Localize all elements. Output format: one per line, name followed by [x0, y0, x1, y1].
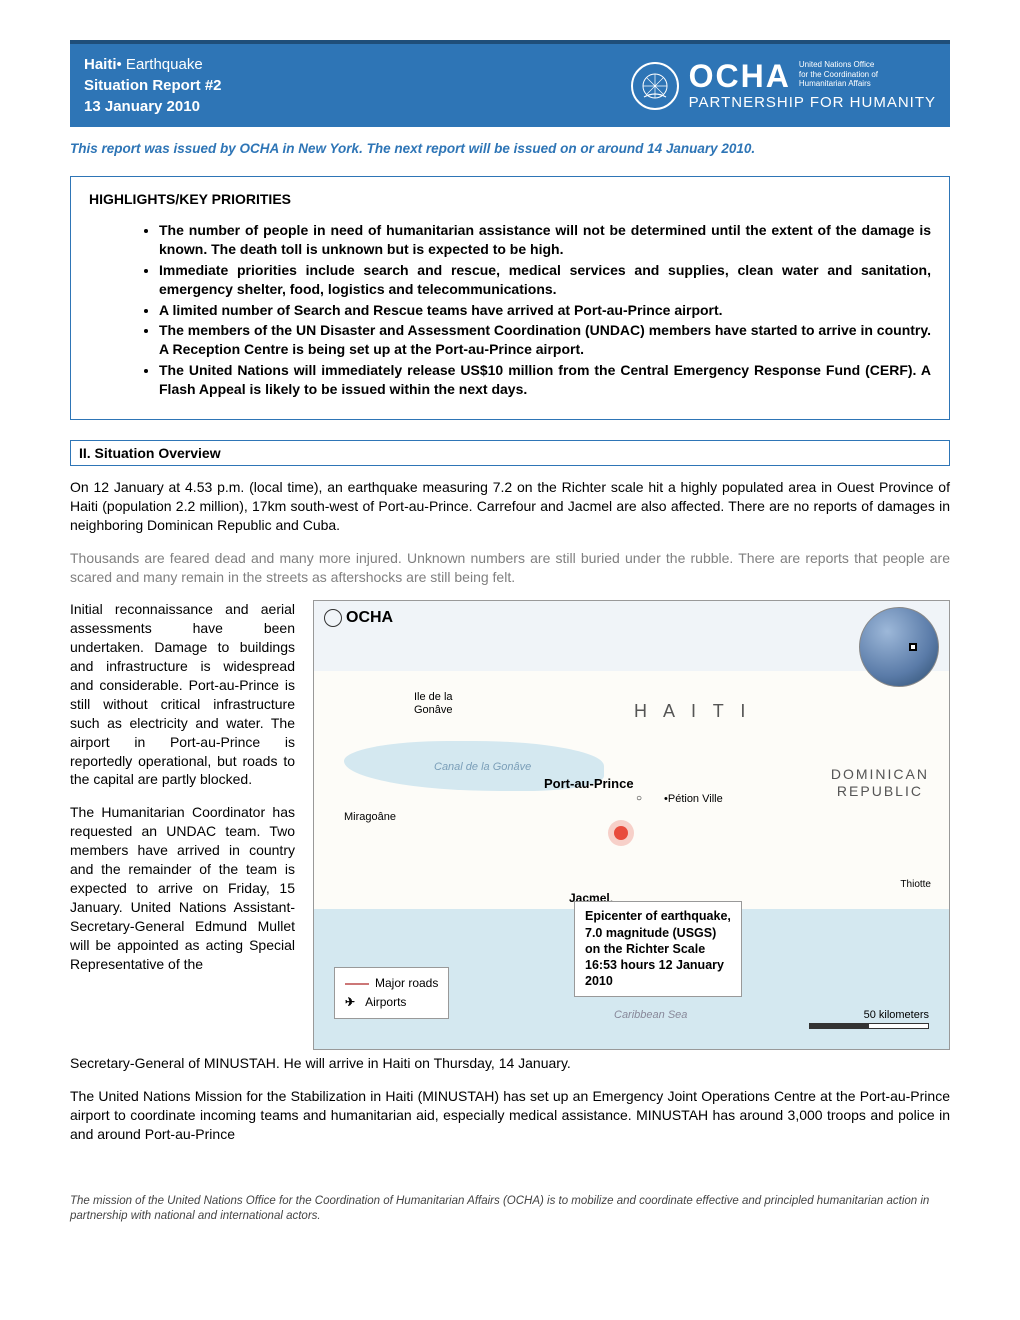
- header-line2: Situation Report #2: [84, 75, 222, 96]
- map-label-petion: •Pétion Ville: [664, 793, 723, 805]
- highlight-item: The members of the UN Disaster and Asses…: [159, 321, 931, 359]
- globe-inset: [859, 607, 939, 687]
- highlights-box: HIGHLIGHTS/KEY PRIORITIES The number of …: [70, 176, 950, 420]
- map-label-ile: Ile de la Gonâve: [414, 691, 453, 715]
- map-label-miragoane: Miragoâne: [344, 811, 396, 823]
- highlight-item: The number of people in need of humanita…: [159, 221, 931, 259]
- map-scale: 50 kilometers: [809, 1009, 929, 1029]
- map-legend: Major roads ✈Airports: [334, 967, 449, 1019]
- globe-marker: [909, 643, 917, 651]
- map-ocha-label: OCHA: [324, 609, 393, 627]
- highlight-item: A limited number of Search and Rescue te…: [159, 301, 931, 320]
- ocha-name: OCHA: [689, 60, 791, 92]
- map-label-canal: Canal de la Gonâve: [434, 761, 531, 773]
- highlights-list: The number of people in need of humanita…: [89, 221, 931, 399]
- map-label-caribbean: Caribbean Sea: [614, 1009, 687, 1021]
- left-column: Initial reconnaissance and aerial assess…: [70, 600, 295, 987]
- scale-label: 50 kilometers: [864, 1009, 929, 1021]
- epicenter-callout: Epicenter of earthquake, 7.0 magnitude (…: [574, 901, 742, 996]
- body-para: Thousands are feared dead and many more …: [70, 549, 950, 587]
- ocha-logo: OCHA United Nations Office for the Coord…: [631, 60, 936, 111]
- body-para: On 12 January at 4.53 p.m. (local time),…: [70, 478, 950, 535]
- map-label-thiotte: Thiotte: [900, 879, 931, 890]
- header-country: Haiti: [84, 56, 117, 73]
- highlight-item: The United Nations will immediately rele…: [159, 361, 931, 399]
- un-emblem-icon: [631, 62, 679, 110]
- header-banner: Haiti• Earthquake Situation Report #2 13…: [70, 40, 950, 127]
- body-para: The Humanitarian Coordinator has request…: [70, 803, 295, 973]
- legend-airports: ✈Airports: [345, 993, 438, 1012]
- map-ocha-text: OCHA: [346, 609, 393, 627]
- highlight-item: Immediate priorities include search and …: [159, 261, 931, 299]
- header-logo-block: OCHA United Nations Office for the Coord…: [631, 60, 936, 111]
- two-column-layout: Initial reconnaissance and aerial assess…: [70, 600, 950, 1050]
- map-label-pap: Port-au-Prince: [544, 776, 634, 791]
- issue-note: This report was issued by OCHA in New Yo…: [70, 141, 950, 156]
- body-para: Initial reconnaissance and aerial assess…: [70, 600, 295, 789]
- legend-roads: Major roads: [345, 974, 438, 993]
- ocha-tagline: PARTNERSHIP FOR HUMANITY: [689, 94, 936, 111]
- map-pap-marker: ○: [636, 793, 642, 804]
- ocha-subtitle: United Nations Office for the Coordinati…: [799, 60, 878, 89]
- footer-mission: The mission of the United Nations Office…: [70, 1194, 950, 1224]
- body-para: The United Nations Mission for the Stabi…: [70, 1087, 950, 1144]
- mini-emblem-icon: [324, 609, 342, 627]
- map-label-dr: DOMINICAN REPUBLIC: [831, 766, 929, 800]
- haiti-map: OCHA H A I T I DOMINICAN REPUBLIC Ile de…: [313, 600, 950, 1050]
- scale-line: [809, 1023, 929, 1029]
- header-line3: 13 January 2010: [84, 96, 222, 117]
- highlights-title: HIGHLIGHTS/KEY PRIORITIES: [89, 191, 931, 207]
- ocha-text-block: OCHA United Nations Office for the Coord…: [689, 60, 936, 111]
- section-header: II. Situation Overview: [70, 440, 950, 466]
- header-event: • Earthquake: [117, 56, 203, 73]
- header-title-block: Haiti• Earthquake Situation Report #2 13…: [84, 54, 222, 117]
- map-label-haiti: H A I T I: [634, 701, 751, 722]
- body-para: Secretary-General of MINUSTAH. He will a…: [70, 1054, 950, 1073]
- header-line1: Haiti• Earthquake: [84, 54, 222, 75]
